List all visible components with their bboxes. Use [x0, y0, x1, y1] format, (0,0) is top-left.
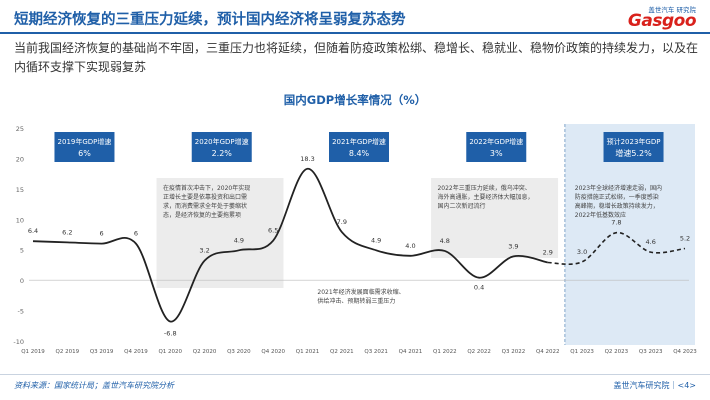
- data-label: 2.9: [543, 248, 553, 256]
- data-label: 7.8: [611, 219, 621, 227]
- y-tick-label: -5: [18, 308, 24, 316]
- data-label: 5.2: [680, 234, 690, 242]
- x-tick-label: Q2 2020: [193, 349, 217, 355]
- x-tick-label: Q3 2020: [227, 349, 251, 355]
- x-tick-label: Q1 2021: [296, 349, 320, 355]
- y-tick-label: 0: [20, 277, 24, 285]
- y-tick-label: 25: [16, 125, 24, 133]
- source-note: 资料来源：国家统计局；盖世汽车研究院分析: [14, 381, 174, 390]
- year-box-value: 8.4%: [349, 149, 370, 158]
- footer-divider: [0, 374, 710, 375]
- y-tick-label: 10: [16, 216, 24, 224]
- data-label: 7.9: [337, 218, 347, 226]
- data-label: 3.2: [199, 247, 209, 255]
- y-tick-label: -10: [13, 338, 24, 346]
- y-tick-label: 15: [16, 186, 24, 194]
- annotation-line: 高峰期，稳增长政策持续发力，: [575, 202, 659, 210]
- x-tick-label: Q1 2023: [570, 349, 594, 355]
- data-label: 6: [134, 230, 138, 238]
- data-label: 4.8: [440, 237, 450, 245]
- data-label: 6: [100, 230, 104, 238]
- title-divider: [0, 32, 710, 34]
- year-box: [54, 132, 115, 162]
- x-tick-label: Q4 2019: [124, 349, 148, 355]
- footer-page: 盖世汽车研究院｜<4>: [613, 381, 697, 390]
- year-box-title: 2021年GDP增速: [332, 137, 386, 146]
- data-label: 6.2: [62, 228, 72, 236]
- x-tick-label: Q2 2023: [605, 349, 629, 355]
- year-box: [191, 132, 252, 162]
- x-tick-label: Q3 2019: [90, 349, 114, 355]
- year-box-title: 2019年GDP增速: [58, 137, 112, 146]
- annotation-line: 2021年经济发展面临需求收缩、: [317, 288, 404, 296]
- chart-title: 国内GDP增长率情况（%）: [283, 93, 427, 107]
- x-tick-label: Q4 2023: [673, 349, 697, 355]
- y-tick-label: 20: [16, 155, 24, 163]
- x-tick-label: Q3 2022: [502, 349, 526, 355]
- x-tick-label: Q2 2022: [467, 349, 491, 355]
- data-label: 18.3: [300, 155, 314, 163]
- period-2020-shade: [156, 178, 284, 288]
- intro-text: 当前我国经济恢复的基础尚不牢固，三重压力也将延续，但随着防疫政策松绑、稳增长、稳…: [14, 41, 699, 74]
- y-tick-label: 5: [20, 247, 24, 255]
- forecast-line: [547, 231, 686, 266]
- annotation-line: 国内二次新冠流行: [437, 202, 485, 210]
- year-box-value: 6%: [78, 149, 91, 158]
- data-label: -6.8: [164, 330, 177, 338]
- year-box-value: 增速5.2%: [615, 148, 652, 158]
- logo-text: Gasgoo: [627, 11, 697, 31]
- data-label: 4.9: [234, 236, 244, 244]
- data-label: 4.9: [371, 236, 381, 244]
- x-tick-label: Q4 2022: [536, 349, 560, 355]
- annotation-line: 求，而消费需求全年处于萎缩状: [163, 202, 247, 210]
- annotation-line: 防疫措施正式松绑，一季度感染: [575, 193, 659, 201]
- annotation-line: 态，是经济恢复的主要拖累项: [163, 211, 241, 219]
- data-label: 0.4: [474, 284, 484, 292]
- x-tick-label: Q4 2020: [261, 349, 285, 355]
- annotation-line: 2023年全球经济增速走弱，国内: [575, 184, 662, 192]
- annotation-line: 2022年低基数效应: [575, 211, 626, 219]
- annotation-line: 在疫情首次冲击下，2020年实现: [163, 184, 250, 192]
- x-tick-label: Q3 2023: [639, 349, 663, 355]
- data-label: 3.0: [577, 248, 587, 256]
- annotation-line: 供给冲击、预期转弱三重压力: [317, 297, 395, 305]
- x-tick-label: Q2 2019: [56, 349, 80, 355]
- x-tick-label: Q2 2021: [330, 349, 354, 355]
- year-box-value: 2.2%: [212, 149, 233, 158]
- year-box: [603, 132, 664, 162]
- year-box: [466, 132, 527, 162]
- page-title: 短期经济恢复的三重压力延续，预计国内经济将呈弱复苏态势: [14, 12, 406, 28]
- data-label: 4.6: [646, 238, 656, 246]
- period-2022-shade: [431, 178, 559, 258]
- annotation-line: 海外高通胀，主要经济体大幅加息，: [437, 193, 533, 201]
- x-tick-label: Q4 2021: [399, 349, 423, 355]
- annotation-line: 正增长主要是依靠投资和出口需: [163, 193, 247, 201]
- year-box-title: 预计2023年GDP: [607, 137, 661, 146]
- logo-subtitle: 盖世汽车 研究院: [648, 6, 696, 14]
- data-label: 6.4: [28, 227, 38, 235]
- x-tick-label: Q1 2019: [21, 349, 45, 355]
- year-box-value: 3%: [490, 149, 503, 158]
- data-label: 4.0: [405, 242, 415, 250]
- data-label: 6.5: [268, 227, 278, 235]
- data-label: 3.9: [508, 242, 518, 250]
- year-box: [329, 132, 389, 162]
- annotation-line: 2022年三重压力延续，俄乌冲突、: [437, 184, 530, 192]
- x-tick-label: Q1 2022: [433, 349, 457, 355]
- gdp-line: [32, 167, 548, 323]
- x-tick-label: Q1 2020: [158, 349, 182, 355]
- logo: Gasgoo: [627, 11, 697, 31]
- year-box-title: 2020年GDP增速: [195, 137, 249, 146]
- x-tick-label: Q3 2021: [364, 349, 388, 355]
- year-box-title: 2022年GDP增速: [469, 137, 523, 146]
